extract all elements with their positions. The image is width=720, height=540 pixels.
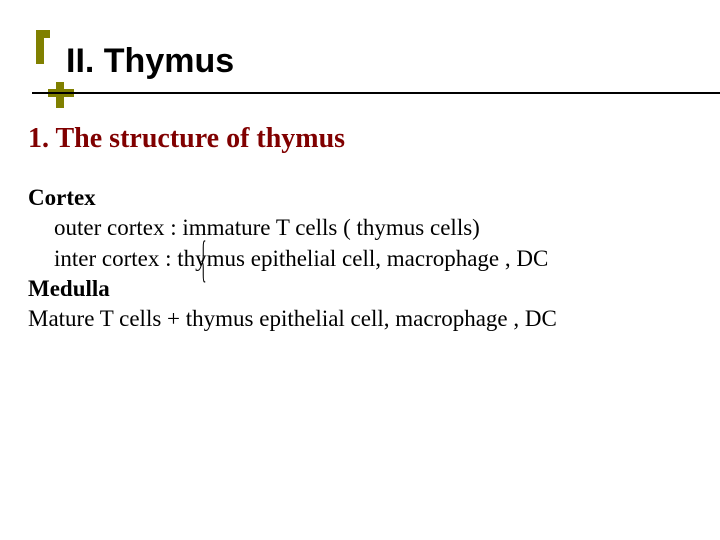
title-underline: [32, 92, 720, 94]
body-line-outer: outer cortex : immature T cells ( thymus…: [54, 213, 692, 243]
slide-container: II. Thymus 1. The structure of thymus Co…: [0, 0, 720, 540]
body-line-outer-text: outer cortex : immature T cells ( thymus…: [54, 215, 480, 240]
body-text: Cortex outer cortex : immature T cells (…: [28, 183, 692, 335]
page-title: II. Thymus: [66, 42, 692, 81]
body-line-cortex: Cortex: [28, 183, 692, 213]
body-line-inter: inter cortex : thymus epithelial cell, m…: [54, 244, 692, 274]
body-line-mature: Mature T cells + thymus epithelial cell,…: [28, 304, 692, 334]
title-tick-horizontal-1: [36, 30, 50, 38]
body-line-medulla: Medulla: [28, 274, 692, 304]
brace-glyph: {: [200, 225, 206, 292]
subtitle: 1. The structure of thymus: [28, 123, 692, 155]
title-area: II. Thymus: [42, 42, 692, 91]
